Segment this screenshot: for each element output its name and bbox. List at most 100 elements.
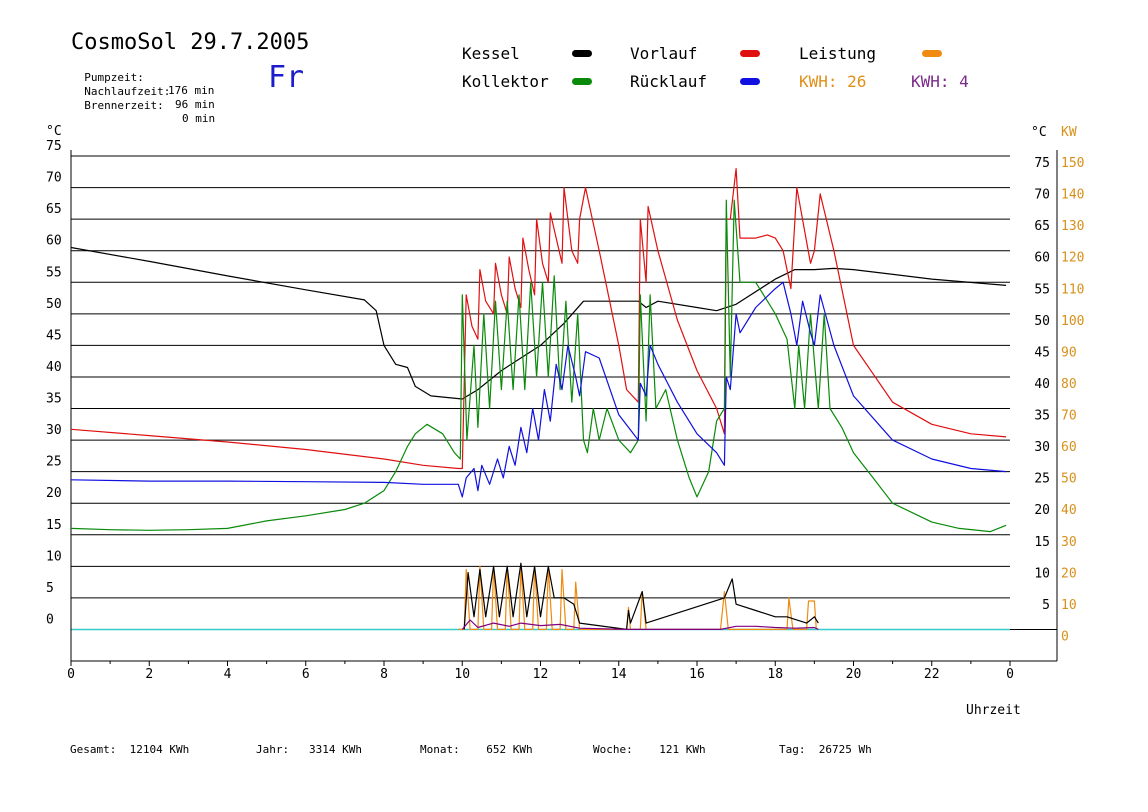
stat-label: Pumpzeit: [84, 71, 144, 84]
y-tick-label-right-kw: 70 [1061, 409, 1077, 424]
y-tick-label-right-kw: 60 [1061, 440, 1077, 455]
x-tick-label: 8 [380, 667, 388, 682]
y-tick-label-left: 30 [46, 423, 62, 438]
y-tick-label-left: 35 [46, 392, 62, 407]
y-tick-label-right-kw: 100 [1061, 314, 1084, 329]
series-line-vorlauf [70, 168, 1007, 470]
y-tick-label-right-c: 50 [1034, 314, 1050, 329]
y-tick-label-right-kw: 120 [1061, 251, 1084, 266]
legend-leistung: Leistung [799, 44, 877, 63]
y-tick-label-right-kw: 130 [1061, 219, 1084, 234]
x-axis-label: Uhrzeit [966, 703, 1021, 718]
kwh-brenner: KWH: 4 [911, 72, 969, 91]
weekday-label: Fr [268, 60, 305, 95]
stat-row: Brennerzeit: 0 min [71, 86, 215, 125]
y-tick-label-right-c: 20 [1034, 503, 1050, 518]
y-tick-label-right-kw: 20 [1061, 566, 1077, 581]
footer-label: Tag: [779, 743, 806, 756]
stat-value: 96 min [175, 98, 215, 111]
x-tick-label: 4 [224, 667, 232, 682]
y-tick-label-left: 25 [46, 455, 62, 470]
y-tick-label-right-c: 60 [1034, 251, 1050, 266]
legend-vorlauf: Vorlauf [630, 44, 698, 63]
footer-label: Monat: [420, 743, 460, 756]
y-tick-label-left: 10 [46, 549, 62, 564]
x-tick-label: 10 [454, 667, 470, 682]
y-tick-label-left: 45 [46, 328, 62, 343]
footer-stat: Monat: 652 KWh [420, 743, 533, 756]
y-tick-label-right-c: 55 [1034, 282, 1050, 297]
footer-value: 12104 KWh [129, 743, 190, 756]
footer-value: 26725 Wh [818, 743, 872, 756]
series-line-kollektor [70, 199, 1007, 533]
y-tick-label-right-kw: 80 [1061, 377, 1077, 392]
y-tick-label-left: 0 [46, 612, 54, 627]
x-tick-label: 22 [924, 667, 940, 682]
stat-row: Pumpzeit: 176 min [71, 58, 214, 97]
y-tick-label-right-kw: 110 [1061, 282, 1084, 297]
x-tick-label: 20 [846, 667, 862, 682]
stat-label: Nachlaufzeit: [84, 85, 171, 98]
y-tick-label-right-c: 45 [1034, 345, 1050, 360]
footer-stat: Tag: 26725 Wh [779, 743, 872, 756]
legend-vorlauf-swatch [740, 50, 760, 57]
y-tick-label-right-c: 40 [1034, 377, 1050, 392]
y-tick-label-left: 5 [46, 581, 54, 596]
legend-ruecklauf: Rücklauf [630, 72, 708, 91]
x-tick-label: 6 [302, 667, 310, 682]
series-line-kessel-leistung [463, 562, 819, 630]
y-tick-label-right-kw: 140 [1061, 188, 1084, 203]
footer-stat: Jahr: 3314 KWh [256, 743, 362, 756]
page-title: CosmoSol 29.7.2005 [71, 30, 310, 55]
legend-kessel-swatch [572, 50, 592, 57]
y-tick-label-right-kw: 40 [1061, 503, 1077, 518]
y-axis-label-right-kw: KW [1061, 125, 1077, 140]
x-tick-label: 0 [1006, 667, 1014, 682]
stat-row: Nachlaufzeit: 96 min [71, 72, 215, 111]
y-tick-label-right-c: 35 [1034, 409, 1050, 424]
y-tick-label-left: 50 [46, 297, 62, 312]
y-tick-label-left: 75 [46, 139, 62, 154]
legend-kollektor: Kollektor [462, 72, 549, 91]
y-tick-label-right-kw: 50 [1061, 472, 1077, 487]
series-line-kessel [70, 246, 1007, 400]
legend-kollektor-swatch [572, 78, 592, 85]
y-tick-label-right-kw: 0 [1061, 629, 1069, 644]
legend-kessel: Kessel [462, 44, 520, 63]
y-tick-label-right-kw: 30 [1061, 535, 1077, 550]
stat-label: Brennerzeit: [84, 99, 164, 112]
y-tick-label-left: 65 [46, 202, 62, 217]
legend-leistung-swatch [922, 50, 942, 57]
y-tick-label-left: 40 [46, 360, 62, 375]
series-line-brenner [461, 619, 819, 630]
x-tick-label: 14 [611, 667, 627, 682]
y-tick-label-right-kw: 90 [1061, 345, 1077, 360]
stat-value: 0 min [182, 112, 216, 125]
kwh-solar: KWH: 26 [799, 72, 867, 91]
y-tick-label-right-c: 75 [1034, 156, 1050, 171]
y-axis-label-right-c: °C [1031, 125, 1047, 140]
y-tick-label-right-c: 5 [1042, 598, 1050, 613]
y-tick-label-left: 70 [46, 171, 62, 186]
footer-value: 3314 KWh [309, 743, 362, 756]
footer-label: Jahr: [256, 743, 290, 756]
x-tick-label: 2 [145, 667, 153, 682]
series-line-leistung [458, 565, 817, 630]
y-tick-label-right-kw: 10 [1061, 598, 1077, 613]
footer-label: Gesamt: [70, 743, 117, 756]
x-tick-label: 18 [767, 667, 783, 682]
y-tick-label-left: 15 [46, 518, 62, 533]
x-tick-label: 0 [67, 667, 75, 682]
y-tick-label-left: 60 [46, 234, 62, 249]
y-tick-label-right-c: 70 [1034, 188, 1050, 203]
footer-stat: Woche: 121 KWh [593, 743, 706, 756]
footer-value: 121 KWh [659, 743, 706, 756]
legend-ruecklauf-swatch [740, 78, 760, 85]
y-tick-label-right-c: 15 [1034, 535, 1050, 550]
y-tick-label-right-c: 10 [1034, 566, 1050, 581]
footer-stat: Gesamt: 12104 KWh [70, 743, 189, 756]
x-tick-label: 16 [689, 667, 705, 682]
series-line-r-cklauf [70, 281, 1007, 498]
y-tick-label-left: 55 [46, 265, 62, 280]
